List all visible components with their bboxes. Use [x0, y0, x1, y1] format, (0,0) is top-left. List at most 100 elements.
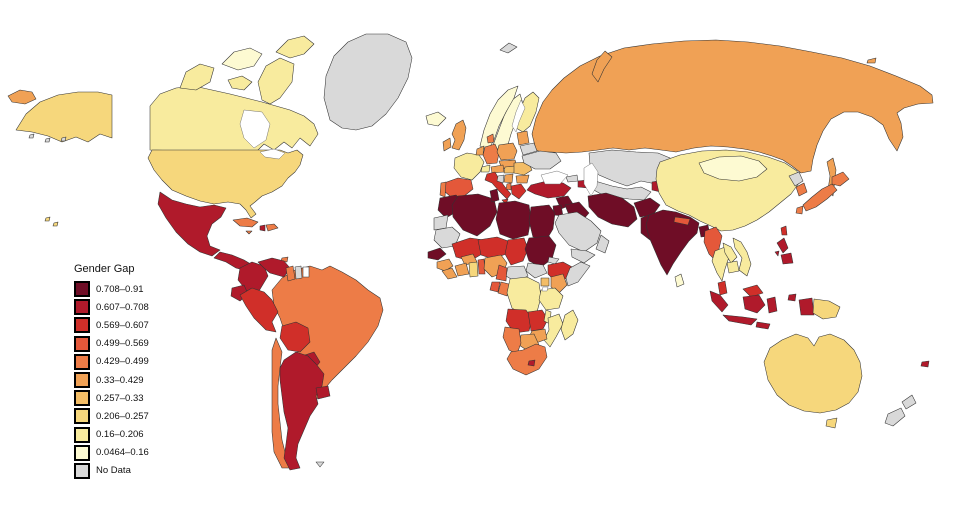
country-saudi-arabia — [554, 211, 602, 253]
country-ghana — [468, 261, 479, 278]
country-bolivia — [279, 321, 311, 353]
country-tanzania — [538, 287, 564, 311]
country-zambia — [527, 309, 549, 332]
legend-item: 0.33–0.429 — [74, 371, 149, 389]
legend-items: 0.708–0.91 0.607–0.708 0.569–0.607 0.499–0.… — [74, 280, 149, 480]
country-russia — [7, 39, 934, 197]
country-laos — [722, 242, 738, 264]
legend-item: 0.16–0.206 — [74, 426, 149, 444]
territory-western-sahara — [433, 214, 449, 231]
country-bosnia — [496, 174, 505, 184]
country-ukraine — [521, 150, 562, 170]
country-madagascar — [560, 309, 579, 341]
country-vietnam — [732, 237, 752, 277]
country-indonesia — [709, 290, 815, 330]
legend-label: 0.16–0.206 — [96, 429, 144, 441]
country-arctic-island — [221, 47, 263, 71]
country-suriname — [294, 265, 303, 280]
legend-item: No Data — [74, 462, 149, 480]
country-australia — [763, 333, 863, 429]
great-lakes — [259, 148, 286, 160]
hawaii-islands — [44, 216, 59, 227]
legend-swatch — [74, 372, 90, 389]
country-switzerland — [480, 164, 491, 173]
legend-swatch — [74, 426, 90, 443]
region-benelux — [475, 145, 485, 156]
country-congo — [497, 281, 510, 297]
aleutian-islands — [28, 133, 67, 143]
country-tunisia — [489, 188, 500, 203]
legend-swatch — [74, 353, 90, 370]
country-haiti — [259, 224, 266, 232]
country-svalbard — [499, 42, 518, 54]
canadian-arctic-islands — [179, 35, 315, 105]
country-iran — [587, 192, 638, 228]
country-libya — [495, 200, 532, 240]
country-greenland — [323, 33, 413, 131]
legend-swatch — [74, 317, 90, 334]
country-cuba — [232, 217, 259, 228]
country-dominican-republic — [265, 223, 279, 232]
country-sudan — [524, 235, 557, 268]
legend-swatch — [74, 335, 90, 352]
legend-item: 0.206–0.257 — [74, 407, 149, 425]
territory-falkland — [315, 461, 325, 468]
legend-label: 0.206–0.257 — [96, 410, 149, 422]
country-argentina — [279, 351, 325, 471]
country-oman — [595, 234, 610, 254]
legend-label: 0.708–0.91 — [96, 283, 144, 295]
country-philippines — [774, 237, 794, 265]
country-namibia — [502, 326, 522, 355]
region-togo-benin — [477, 258, 486, 275]
legend-item: 0.0464–0.16 — [74, 444, 149, 462]
country-cameroon — [495, 264, 508, 282]
black-sea — [540, 170, 569, 185]
country-guinea — [436, 258, 454, 272]
hudson-bay — [239, 109, 271, 149]
country-mozambique — [543, 313, 564, 348]
legend-label: 0.257–0.33 — [96, 392, 144, 404]
region-baltics — [516, 130, 530, 146]
country-egypt — [528, 204, 556, 240]
lake-victoria — [541, 286, 549, 292]
country-uk — [451, 119, 467, 151]
legend-item: 0.708–0.91 — [74, 280, 149, 298]
country-greece — [510, 183, 527, 200]
country-belarus — [519, 142, 538, 156]
country-mexico — [157, 191, 227, 257]
country-ireland — [442, 137, 452, 152]
country-georgia — [565, 174, 579, 183]
legend-item: 0.257–0.33 — [74, 389, 149, 407]
country-albania — [505, 182, 512, 191]
country-cambodia — [726, 260, 740, 274]
legend-label: 0.429–0.499 — [96, 356, 149, 368]
country-poland — [496, 142, 518, 161]
country-colombia — [237, 261, 269, 297]
legend-item: 0.499–0.569 — [74, 335, 149, 353]
country-germany — [482, 143, 500, 165]
legend-swatch — [74, 390, 90, 407]
caspian-sea — [583, 162, 599, 197]
legend-title: Gender Gap — [74, 263, 135, 275]
legend-label: 0.0464–0.16 — [96, 447, 149, 459]
country-canada — [149, 85, 319, 153]
country-new-zealand — [884, 394, 917, 427]
country-serbia — [503, 173, 514, 184]
country-jamaica — [245, 230, 253, 235]
country-papua-new-guinea — [812, 298, 841, 320]
country-japan — [795, 171, 850, 215]
legend-swatch — [74, 444, 90, 461]
country-malaysia — [717, 280, 764, 298]
legend-label: 0.607–0.708 — [96, 301, 149, 313]
country-chad — [504, 237, 529, 266]
country-yemen — [570, 248, 596, 264]
country-spain — [443, 177, 474, 198]
legend-label: 0.33–0.429 — [96, 374, 144, 386]
legend-swatch — [74, 462, 90, 479]
country-alaska — [15, 91, 113, 143]
legend-swatch — [74, 299, 90, 316]
legend: Gender Gap 0.708–0.91 0.607–0.708 0.569–0.… — [74, 263, 149, 480]
country-bulgaria — [515, 174, 530, 184]
country-lesotho — [527, 359, 536, 367]
